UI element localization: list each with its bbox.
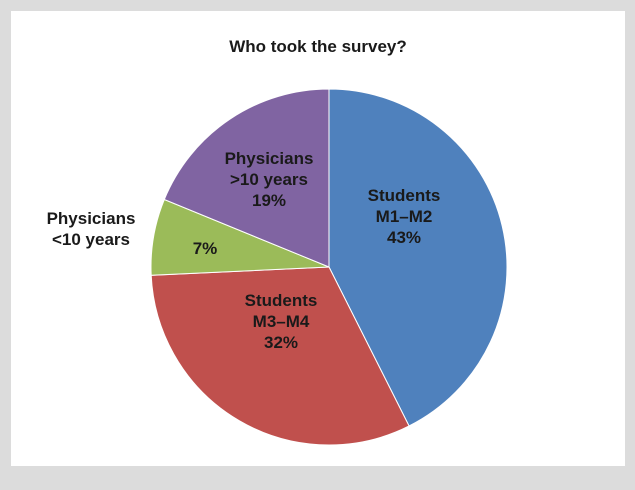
slice-value-2: 7% — [193, 239, 218, 258]
pie-chart: Students M1–M2 43% Students M3–M4 32% Physicia… — [47, 88, 508, 446]
pie-slice-1 — [150, 266, 410, 446]
pie-slices — [150, 88, 508, 446]
slice-label-3-line-1: >10 years — [230, 170, 308, 189]
pie-slice-3 — [163, 88, 330, 268]
pie-slice-0 — [328, 88, 508, 427]
slice-value-1: 32% — [264, 333, 298, 352]
chart-panel: Who took the survey? Students M1–M2 43% Stu… — [11, 11, 625, 466]
slice-value-3: 19% — [252, 191, 286, 210]
slice-label-0-line-1: M1–M2 — [376, 207, 433, 226]
slice-label-1-line-0: Students — [245, 291, 318, 310]
pie-labels: Students M1–M2 43% Students M3–M4 32% Physicia… — [47, 149, 441, 352]
slice-value-0: 43% — [387, 228, 421, 247]
slice-label-1-line-1: M3–M4 — [253, 312, 310, 331]
chart-title: Who took the survey? — [229, 37, 407, 56]
slice-label-0-line-0: Students — [368, 186, 441, 205]
slice-label-2-line-1: <10 years — [52, 230, 130, 249]
slice-label-2-line-0: Physicians — [47, 209, 136, 228]
slice-label-3-line-0: Physicians — [225, 149, 314, 168]
